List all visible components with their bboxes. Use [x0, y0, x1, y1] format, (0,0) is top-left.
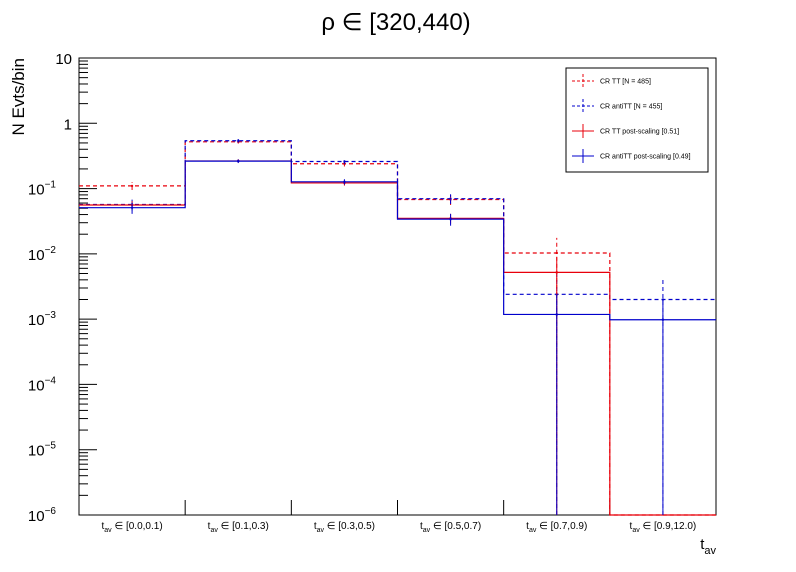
data-point: [661, 318, 664, 321]
data-point: [237, 160, 240, 163]
data-point: [661, 298, 664, 301]
legend: CR TT [N = 485] CR antiTT [N = 455] CR TT …: [565, 67, 709, 173]
chart-title: ρ ∈ [320,440): [321, 9, 470, 36]
legend-label: CR TT [N = 485]: [600, 79, 651, 86]
plot-area: 10−6 10−5 10−4 10−3 10−2 10−1 1 10 tav ∈ [0.0,0.…: [28, 51, 717, 557]
data-point: [555, 252, 558, 255]
data-point: [449, 197, 452, 200]
y-tick-label: 10−1: [28, 180, 57, 199]
legend-entry: CR antiTT post-scaling [0.49]: [572, 149, 691, 163]
x-tick-label: tav ∈ [0.9,12.0): [630, 521, 697, 534]
data-point: [131, 184, 134, 187]
data-point: [343, 180, 346, 183]
series-line: [79, 160, 716, 321]
data-point: [131, 206, 134, 209]
y-tick-label: 10−2: [28, 245, 57, 264]
y-axis-label: N Evts/bin: [9, 58, 28, 135]
data-point: [343, 160, 346, 163]
legend-label: CR antiTT [N = 455]: [600, 104, 662, 111]
x-tick-label: tav ∈ [0.1,0.3): [208, 521, 269, 534]
legend-entry: CR TT [N = 485]: [572, 74, 651, 88]
y-tick-label: 10−3: [28, 310, 57, 329]
legend-label: CR TT post-scaling [0.51]: [600, 129, 679, 136]
data-point: [555, 271, 558, 274]
y-tick-label: 10−5: [28, 441, 57, 460]
data-point: [237, 139, 240, 142]
legend-entry: CR TT post-scaling [0.51]: [572, 124, 679, 138]
data-point: [555, 313, 558, 316]
x-tick-label: tav ∈ [0.0,0.1): [102, 521, 163, 534]
x-tick-label: tav ∈ [0.7,0.9): [526, 521, 587, 534]
series-4: [79, 159, 716, 515]
x-tick-label: tav ∈ [0.5,0.7): [420, 521, 481, 534]
y-tick-label: 10−4: [28, 375, 57, 394]
legend-entry: CR antiTT [N = 455]: [572, 99, 662, 113]
y-tick-label: 10: [55, 51, 72, 68]
legend-label: CR antiTT post-scaling [0.49]: [600, 154, 691, 161]
x-tick-label: tav ∈ [0.3,0.5): [314, 521, 375, 534]
y-tick-label: 1: [64, 116, 72, 133]
data-point: [449, 218, 452, 221]
x-axis-label: tav: [700, 536, 716, 557]
y-tick-label: 10−6: [28, 506, 57, 525]
legend-box: [565, 67, 709, 173]
